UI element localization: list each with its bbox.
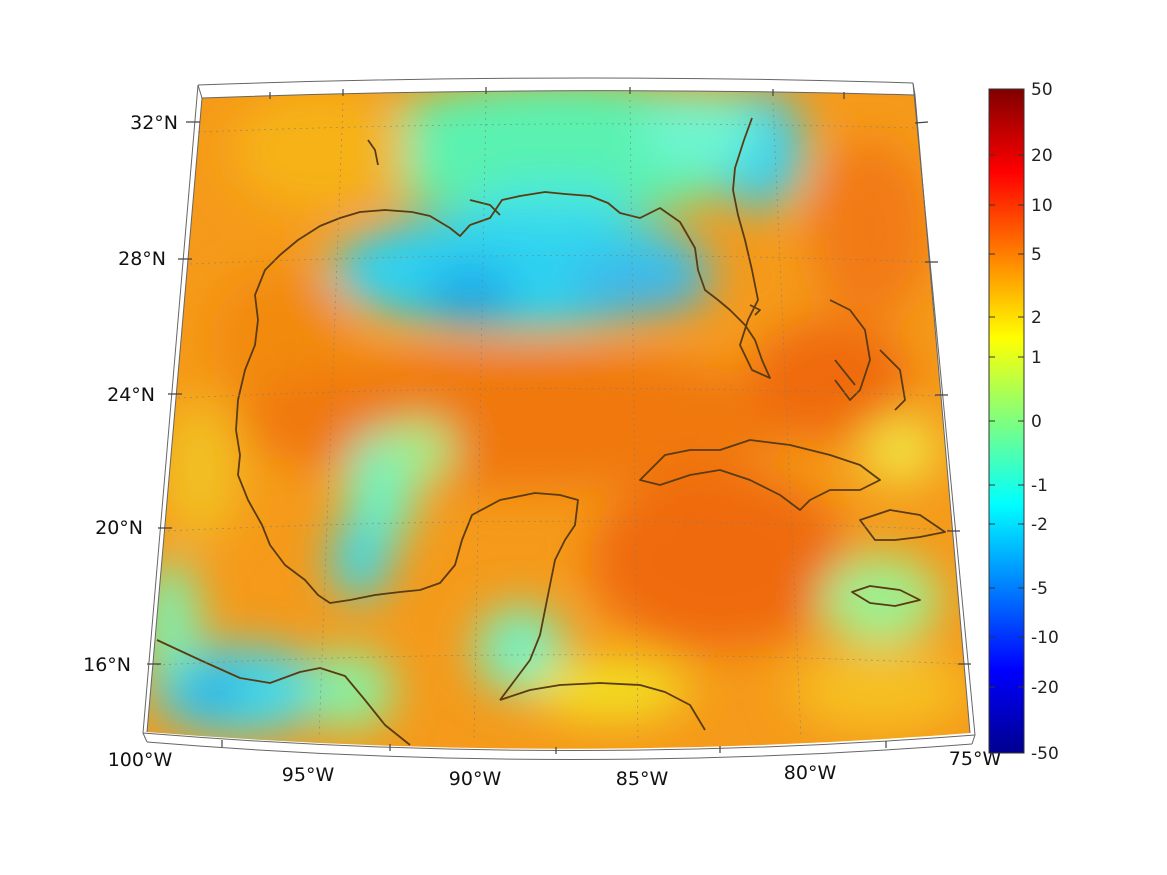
- lon-label-75w: 75°W: [949, 748, 1002, 770]
- lat-label-16n: 16°N: [83, 654, 131, 676]
- lat-label-28n: 28°N: [118, 248, 166, 270]
- colorbar-label-neg2: -2: [1031, 515, 1048, 535]
- lat-label-24n: 24°N: [107, 384, 155, 406]
- frame-ticks: [147, 87, 971, 754]
- map-frame: [142, 77, 976, 761]
- gulf-coastline: [235, 117, 771, 701]
- colorbar-label-0: 0: [1031, 412, 1042, 432]
- colorbar-labels: 50 20 10 5 2 1 0 -1 -2 -5 -10 -20 -50: [1031, 80, 1059, 764]
- jamaica-coastline: [851, 585, 921, 607]
- colorbar-label-neg5: -5: [1031, 579, 1048, 599]
- bahamas-coastline: [829, 299, 906, 411]
- lon-label-85w: 85°W: [616, 768, 669, 790]
- lat-label-20n: 20°N: [95, 517, 143, 539]
- pacific-coastline: [156, 639, 411, 746]
- colorbar-label-5: 5: [1031, 245, 1042, 265]
- colorbar-label-neg10: -10: [1031, 628, 1059, 648]
- hispaniola-coastline: [859, 509, 946, 541]
- central-america-coastline: [499, 682, 706, 731]
- graticule: [156, 99, 963, 742]
- longitude-labels: 100°W 95°W 90°W 85°W 80°W 75°W: [108, 748, 1002, 790]
- lon-label-80w: 80°W: [784, 762, 837, 784]
- colorbar-label-10: 10: [1031, 196, 1053, 216]
- data-field: [147, 90, 970, 749]
- colorbar-label-20: 20: [1031, 146, 1053, 166]
- cuba-coastline: [639, 439, 881, 511]
- lat-label-32n: 32°N: [130, 112, 178, 134]
- colorbar: 50 20 10 5 2 1 0 -1 -2 -5 -10 -20 -50: [988, 80, 1059, 764]
- colorbar-label-neg20: -20: [1031, 678, 1059, 698]
- lon-label-95w: 95°W: [282, 764, 335, 786]
- colorbar-label-neg50: -50: [1031, 744, 1059, 764]
- lon-label-90w: 90°W: [449, 768, 502, 790]
- colorbar-label-neg1: -1: [1031, 476, 1048, 496]
- coastlines: [156, 117, 946, 746]
- lon-label-100w: 100°W: [108, 749, 173, 771]
- islands-coastline: [367, 139, 761, 316]
- colorbar-label-50: 50: [1031, 80, 1053, 100]
- latitude-labels: 32°N 28°N 24°N 20°N 16°N: [83, 112, 178, 676]
- colorbar-label-2: 2: [1031, 308, 1042, 328]
- colorbar-label-1: 1: [1031, 348, 1042, 368]
- colorbar-ticks: [989, 154, 1024, 688]
